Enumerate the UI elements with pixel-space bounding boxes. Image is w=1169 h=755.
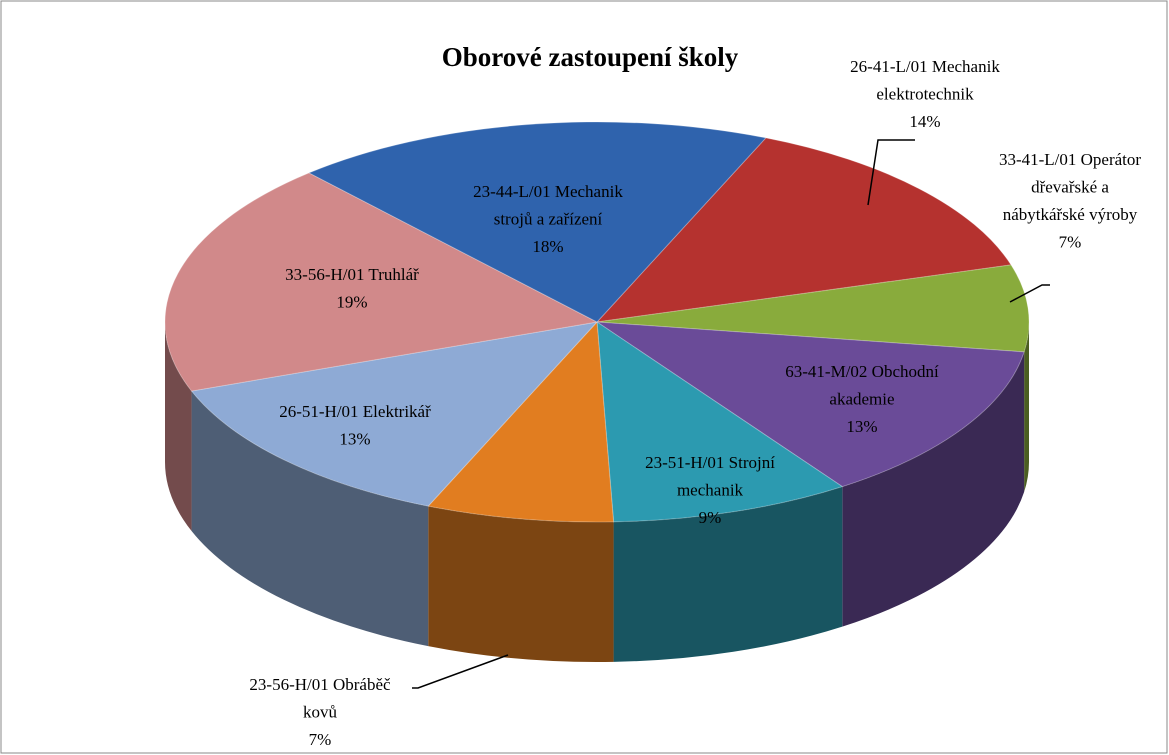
slice-value-label: 19% (336, 293, 367, 312)
slice-label: 23-51-H/01 Strojní mechanik (645, 453, 775, 500)
slice-label: 23-44-L/01 Mechanik strojů a zařízení (473, 182, 623, 229)
slice-value-label: 7% (309, 730, 332, 749)
slice-value-label: 13% (846, 417, 877, 436)
slice-label: 26-51-H/01 Elektrikář (279, 402, 431, 421)
slice (190, 321, 599, 507)
slice-side (842, 351, 1025, 627)
slice-value-label: 7% (1059, 233, 1082, 252)
slice-side (165, 322, 192, 532)
leader-line (867, 139, 915, 206)
slice-side (613, 486, 843, 662)
slice-label: 33-56-H/01 Truhlář (285, 265, 419, 284)
slice-label: 33-41-L/01 Operátor dřevařské a nábytkářsk… (999, 150, 1141, 224)
slice-label: 63-41-M/02 Obchodní akademie (785, 362, 939, 409)
slice-value-label: 18% (532, 237, 563, 256)
slice (595, 137, 1012, 323)
slice-label: 23-56-H/01 Obráběč kovů (249, 675, 391, 722)
slice-value-label: 9% (699, 508, 722, 527)
slice (596, 264, 1030, 353)
slice-side (191, 391, 429, 647)
slice (595, 321, 1025, 488)
slice-value-label: 14% (909, 112, 940, 131)
leader-line (1009, 284, 1050, 303)
slice (164, 172, 599, 392)
slice (596, 321, 844, 523)
slice (427, 320, 615, 523)
slice-value-label: 13% (339, 430, 370, 449)
slice-side (428, 506, 614, 663)
chart-title: Oborové zastoupení školy (442, 42, 739, 72)
slice-label: 26-41-L/01 Mechanik elektrotechnik (850, 57, 1000, 104)
leader-line (412, 654, 509, 689)
slice (307, 121, 767, 323)
slice-side (1024, 322, 1029, 492)
